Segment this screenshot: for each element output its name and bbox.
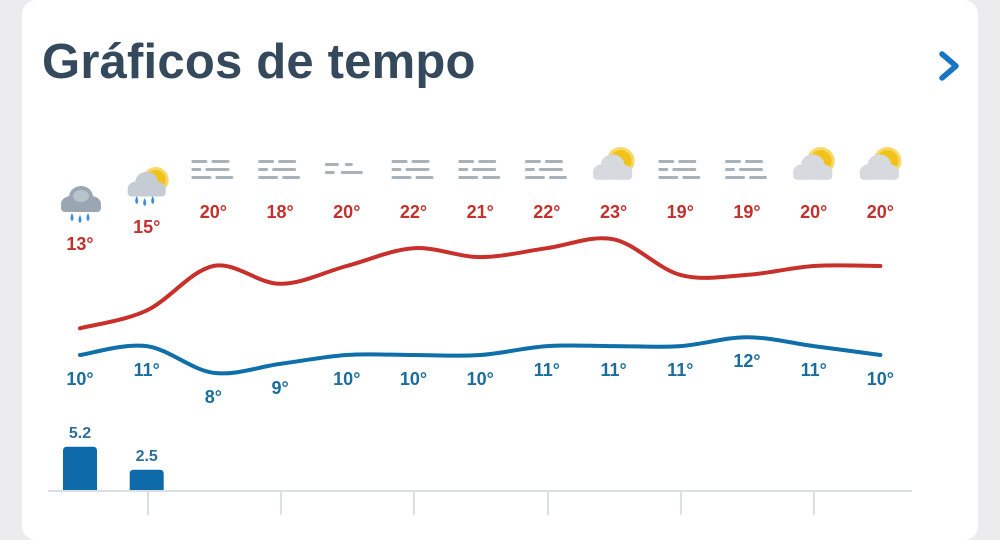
max-temp-label: 22° bbox=[533, 202, 560, 222]
min-temp-label: 11° bbox=[134, 360, 160, 380]
max-temp-label: 21° bbox=[467, 202, 494, 222]
max-temp-label: 19° bbox=[733, 202, 760, 222]
max-temp-label: 23° bbox=[600, 202, 627, 222]
fog-icon bbox=[524, 160, 567, 179]
fog-icon bbox=[391, 160, 434, 179]
max-temp-label: 20° bbox=[333, 202, 360, 222]
min-temp-label: 10° bbox=[467, 369, 494, 389]
min-temp-label: 10° bbox=[400, 369, 427, 389]
min-temp-label: 10° bbox=[66, 369, 93, 389]
partly-cloudy-icon bbox=[859, 147, 902, 180]
max-temp-label: 18° bbox=[266, 202, 293, 222]
max-temp-label: 22° bbox=[400, 202, 427, 222]
min-temp-label: 12° bbox=[733, 351, 760, 371]
fog-icon bbox=[458, 160, 501, 179]
min-temp-label: 10° bbox=[867, 369, 894, 389]
precipitation-label: 5.2 bbox=[69, 425, 91, 442]
max-temperature-line bbox=[78, 236, 883, 331]
min-temp-label: 11° bbox=[801, 360, 827, 380]
rain-cloud-icon bbox=[61, 186, 101, 223]
min-temperature-line bbox=[78, 335, 883, 376]
max-temp-label: 15° bbox=[133, 217, 160, 237]
page-title: Gráficos de tempo bbox=[42, 35, 476, 89]
min-temp-label: 8° bbox=[205, 387, 222, 407]
min-temp-label: 9° bbox=[271, 378, 288, 398]
min-temp-label: 11° bbox=[667, 360, 693, 380]
fog-icon bbox=[191, 160, 234, 179]
sun-cloud-rain-icon bbox=[127, 167, 169, 206]
fog-icon bbox=[658, 160, 701, 179]
partly-cloudy-icon bbox=[793, 147, 835, 180]
min-temp-label: 11° bbox=[600, 360, 626, 380]
max-temp-label: 20° bbox=[200, 202, 227, 222]
max-temp-label: 20° bbox=[800, 202, 827, 222]
precipitation-bar bbox=[129, 469, 164, 491]
chevron-right-icon[interactable] bbox=[930, 44, 970, 88]
partly-cloudy-icon bbox=[592, 147, 635, 180]
max-temp-label: 20° bbox=[867, 202, 894, 222]
fog-light-icon bbox=[324, 163, 363, 174]
precipitation-bar bbox=[63, 446, 97, 491]
forecast-chart: 13° 15° 20° 18° 20° 22° 21° 22° 23° 19° 19° 20° 20° 1… bbox=[48, 147, 912, 515]
weather-charts-card bbox=[22, 0, 978, 540]
max-temp-label: 13° bbox=[66, 234, 93, 254]
fog-icon bbox=[258, 160, 301, 179]
min-temp-label: 11° bbox=[534, 360, 560, 380]
fog-icon bbox=[725, 160, 767, 179]
max-temp-label: 19° bbox=[667, 202, 694, 222]
precipitation-label: 2.5 bbox=[136, 448, 158, 465]
min-temp-label: 10° bbox=[333, 369, 360, 389]
